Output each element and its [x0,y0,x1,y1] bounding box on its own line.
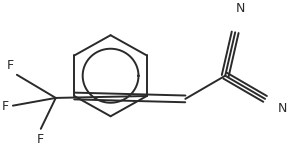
Text: F: F [37,133,44,146]
Text: F: F [7,59,14,72]
Text: F: F [2,100,9,113]
Text: N: N [278,102,287,115]
Text: N: N [235,2,245,15]
